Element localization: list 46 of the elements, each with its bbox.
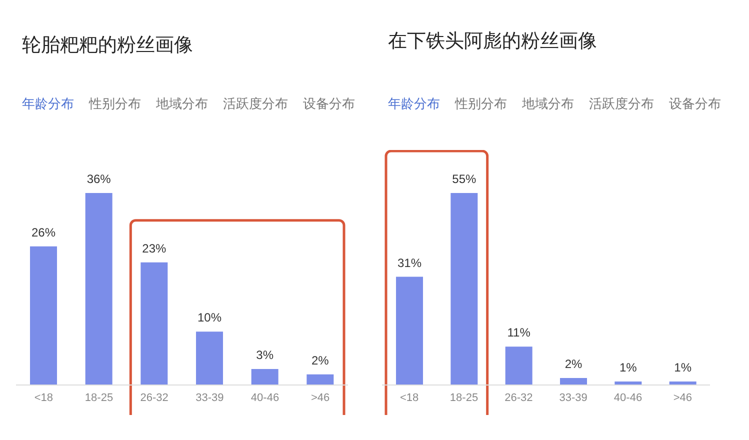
data-label: 2% — [564, 357, 582, 372]
chart-title: 轮胎粑粑的粉丝画像 — [22, 34, 193, 58]
bar — [85, 193, 112, 385]
x-tick-label: <18 — [34, 392, 54, 404]
data-label: 55% — [452, 172, 476, 186]
text: 设备分布 — [669, 95, 721, 113]
x-tick-label: >46 — [673, 392, 692, 404]
bar — [396, 276, 423, 385]
text: 性别分布 — [455, 95, 507, 113]
x-tick-label: 26-32 — [504, 392, 533, 404]
x-tick-label: 40-46 — [614, 392, 642, 404]
bar — [140, 262, 168, 385]
text: 性别分布 — [89, 95, 141, 113]
x-tick-label: 26-32 — [140, 392, 168, 404]
bar — [560, 378, 587, 385]
x-tick-label: 40-46 — [250, 392, 280, 404]
data-label: 31% — [397, 256, 422, 270]
text: 活跃度分布 — [223, 95, 288, 113]
data-label: 26% — [31, 225, 56, 240]
text: 地域分布 — [522, 95, 574, 113]
bar — [251, 369, 278, 385]
x-tick-label: 33-39 — [196, 392, 224, 404]
bar — [450, 193, 478, 385]
x-tick-label: 18-25 — [84, 392, 114, 404]
chart-title: 在下铁头阿彪的粉丝画像 — [388, 30, 597, 54]
x-tick-label: 18-25 — [450, 392, 478, 404]
text: 年龄分布 — [22, 95, 74, 113]
data-label: 1% — [674, 360, 692, 375]
data-label: 36% — [86, 172, 112, 186]
data-label: 10% — [197, 310, 222, 325]
text: 活跃度分布 — [589, 95, 654, 113]
bar — [306, 374, 334, 385]
x-tick-label: <18 — [400, 392, 419, 404]
x-tick-label: >46 — [310, 392, 330, 404]
data-label: 2% — [311, 353, 330, 368]
bar — [505, 346, 532, 385]
data-label: 11% — [507, 326, 531, 340]
text: 设备分布 — [303, 95, 355, 113]
data-label: 1% — [619, 360, 638, 375]
data-label: 23% — [142, 241, 166, 256]
data-label: 3% — [256, 348, 274, 362]
text: 年龄分布 — [388, 95, 440, 113]
text: 地域分布 — [156, 95, 208, 113]
bar — [196, 332, 223, 385]
bar — [30, 246, 57, 385]
x-tick-label: 33-39 — [559, 392, 588, 404]
